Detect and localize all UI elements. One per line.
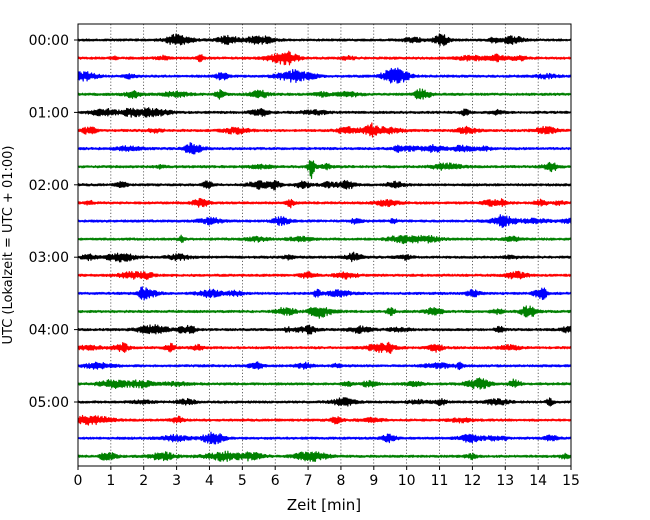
seismic-trace xyxy=(77,179,572,191)
seismic-trace xyxy=(77,214,572,229)
plot-background xyxy=(78,24,571,466)
x-tick-label: 5 xyxy=(238,473,247,489)
seismic-trace xyxy=(77,33,572,47)
seismic-trace xyxy=(77,67,572,84)
y-tick-label: 01:00 xyxy=(29,105,69,121)
seismic-trace xyxy=(77,122,572,138)
plot-frame xyxy=(77,23,572,467)
seismic-trace xyxy=(77,50,572,66)
seismic-trace xyxy=(77,251,572,263)
seismic-trace xyxy=(77,431,572,445)
x-tick-label: 2 xyxy=(139,473,148,489)
y-axis-ticks: 00:00 01:00 02:00 03:00 04:00 05:00 xyxy=(29,33,78,411)
y-tick-label: 03:00 xyxy=(29,250,69,266)
x-tick-label: 14 xyxy=(529,473,547,489)
x-tick-label: 11 xyxy=(431,473,449,489)
seismic-trace xyxy=(77,397,572,407)
seismic-trace xyxy=(77,107,572,118)
seismic-traces xyxy=(77,33,572,462)
seismic-trace xyxy=(77,341,572,354)
y-tick-label: 05:00 xyxy=(29,395,69,411)
x-tick-label: 15 xyxy=(562,473,580,489)
seismic-trace xyxy=(77,160,572,180)
seismic-trace xyxy=(77,270,572,281)
x-axis-title: Zeit [min] xyxy=(287,496,361,514)
seismic-trace xyxy=(77,305,572,319)
seismic-trace xyxy=(77,234,572,245)
x-tick-label: 6 xyxy=(271,473,280,489)
seismic-trace xyxy=(77,450,572,462)
x-tick-label: 12 xyxy=(463,473,481,489)
x-tick-label: 1 xyxy=(106,473,115,489)
x-gridlines xyxy=(110,24,539,466)
x-tick-label: 13 xyxy=(496,473,514,489)
x-tick-label: 10 xyxy=(398,473,416,489)
x-tick-label: 9 xyxy=(369,473,378,489)
y-tick-label: 04:00 xyxy=(29,323,69,339)
x-tick-label: 7 xyxy=(304,473,313,489)
y-axis-title: UTC (Lokalzeit = UTC + 01:00) xyxy=(1,146,16,345)
x-tick-label: 3 xyxy=(172,473,181,489)
seismic-trace xyxy=(77,324,572,335)
seismic-trace xyxy=(77,361,572,371)
x-tick-label: 0 xyxy=(74,473,83,489)
x-axis-ticks: 0 1 2 3 4 5 6 7 8 9 10 11 12 13 14 15 xyxy=(74,466,580,489)
x-tick-label: 8 xyxy=(336,473,345,489)
y-tick-label: 00:00 xyxy=(29,33,69,49)
seismic-trace xyxy=(77,377,572,390)
seismic-trace xyxy=(77,197,572,209)
seismic-trace xyxy=(77,88,572,100)
x-tick-label: 4 xyxy=(205,473,214,489)
y-tick-label: 02:00 xyxy=(29,178,69,194)
seismic-trace xyxy=(77,286,572,301)
seismic-trace xyxy=(77,142,572,155)
seismic-trace xyxy=(77,414,572,426)
